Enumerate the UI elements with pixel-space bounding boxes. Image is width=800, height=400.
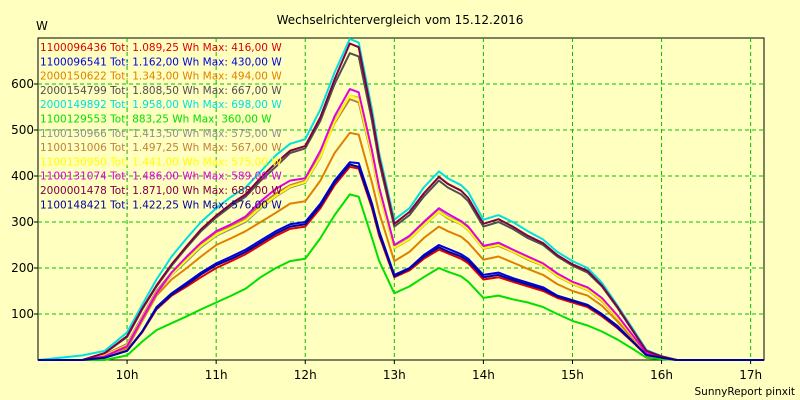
x-tick-label: 17h: [739, 368, 762, 382]
legend-item: 1100129553 Tot: 883,25 Wh Max: 360,00 W: [40, 114, 272, 126]
series-line-12: [38, 163, 764, 361]
x-tick-label: 16h: [650, 368, 673, 382]
y-tick-label: 600: [11, 77, 34, 91]
series-line-11: [38, 42, 764, 361]
legend-item: 1100096436 Tot: 1.089,25 Wh Max: 416,00 …: [40, 42, 282, 54]
x-tick-label: 14h: [472, 368, 495, 382]
legend-item: 1100130950 Tot: 1.441,00 Wh Max: 575,00 …: [40, 156, 282, 168]
footer-label: SunnyReport pinxit: [695, 386, 795, 398]
x-tick-label: 11h: [205, 368, 228, 382]
plot-area: [37, 37, 765, 361]
y-tick-label: 500: [11, 123, 34, 137]
legend-item: 2000154799 Tot: 1.808,50 Wh Max: 667,00 …: [40, 85, 282, 97]
legend-item: 1100131074 Tot: 1.486,00 Wh Max: 589,00 …: [40, 171, 282, 183]
y-axis-label: W: [36, 19, 48, 33]
y-tick-label: 400: [11, 169, 34, 183]
x-tick-label: 10h: [116, 368, 139, 382]
x-tick-label: 15h: [561, 368, 584, 382]
x-axis-ticks: 10h 11h 12h 13h 14h 15h 16h 17h: [116, 360, 762, 382]
legend-item: 2000001478 Tot: 1.871,00 Wh Max: 688,00 …: [40, 185, 282, 197]
grid: [38, 38, 764, 360]
series-line-6: [38, 193, 764, 361]
chart-title: Wechselrichtervergleich vom 15.12.2016: [277, 13, 524, 27]
legend-item: 1100130966 Tot: 1.413,50 Wh Max: 575,00 …: [40, 128, 282, 140]
legend: 1100096436 Tot: 1.089,25 Wh Max: 416,00 …: [40, 42, 282, 211]
x-tick-label: 13h: [383, 368, 406, 382]
series-line-10: [38, 88, 764, 361]
legend-item: 1100096541 Tot: 1.162,00 Wh Max: 430,00 …: [40, 56, 282, 68]
y-tick-label: 100: [11, 307, 34, 321]
y-axis-ticks: 100 200 300 400 500 600: [11, 77, 38, 321]
x-tick-label: 12h: [294, 368, 317, 382]
legend-item: 2000150622 Tot: 1.343,00 Wh Max: 494,00 …: [40, 71, 282, 83]
legend-item: 2000149892 Tot: 1.958,00 Wh Max: 698,00 …: [40, 99, 282, 111]
y-tick-label: 300: [11, 215, 34, 229]
legend-item: 1100131006 Tot: 1.497,25 Wh Max: 567,00 …: [40, 142, 282, 154]
y-tick-label: 200: [11, 261, 34, 275]
series-lines: [37, 37, 764, 361]
legend-item: 1100148421 Tot: 1.422,25 Wh Max: 576,00 …: [40, 199, 282, 211]
